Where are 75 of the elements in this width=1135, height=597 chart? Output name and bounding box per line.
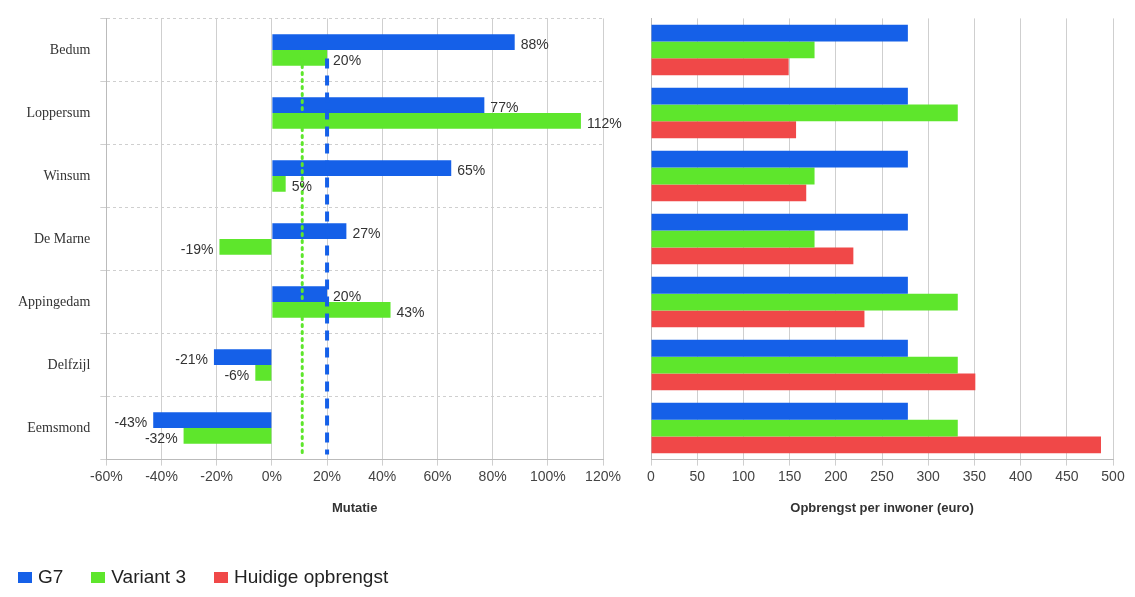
data-label: 43% bbox=[396, 303, 425, 320]
x-tick-label: 350 bbox=[962, 467, 987, 484]
bar bbox=[651, 167, 815, 185]
bar bbox=[651, 247, 854, 265]
x-tick-label: 60% bbox=[423, 467, 452, 484]
data-label: -21% bbox=[175, 351, 208, 368]
bar bbox=[651, 402, 908, 420]
bar bbox=[651, 310, 865, 328]
bar bbox=[651, 293, 958, 311]
bar bbox=[651, 373, 976, 391]
bar bbox=[651, 24, 908, 42]
x-tick-label: 400 bbox=[1008, 467, 1033, 484]
y-tick-label: Loppersum bbox=[26, 104, 91, 120]
data-label: 27% bbox=[352, 224, 381, 241]
bar bbox=[651, 184, 807, 202]
bar bbox=[651, 276, 908, 294]
x-tick-label: -60% bbox=[89, 467, 123, 484]
data-label: -6% bbox=[224, 366, 250, 383]
x-axis-title: Opbrengst per inwoner (euro) bbox=[790, 499, 974, 515]
legend-label: Huidige opbrengst bbox=[233, 566, 389, 588]
x-tick-label: 100 bbox=[731, 467, 756, 484]
x-tick-label: 100% bbox=[529, 467, 566, 484]
y-tick-label: Eemsmond bbox=[27, 419, 91, 435]
data-label: 112% bbox=[586, 114, 622, 131]
bar bbox=[651, 356, 958, 374]
bar bbox=[651, 419, 958, 437]
data-label: 65% bbox=[457, 161, 486, 178]
x-tick-label: 500 bbox=[1101, 467, 1125, 484]
x-tick-label: -20% bbox=[200, 467, 234, 484]
bar bbox=[651, 41, 815, 59]
x-tick-label: 40% bbox=[368, 467, 397, 484]
bar bbox=[153, 412, 272, 429]
legend-label: G7 bbox=[37, 566, 64, 588]
x-tick-label: -40% bbox=[145, 467, 178, 484]
y-tick-label: De Marne bbox=[33, 230, 91, 246]
bar bbox=[651, 213, 908, 231]
y-tick-label: Bedum bbox=[49, 41, 91, 57]
y-tick-label: Winsum bbox=[43, 167, 91, 183]
x-tick-label: 200 bbox=[824, 467, 848, 484]
x-tick-label: 50 bbox=[689, 467, 706, 484]
legend-label: Variant 3 bbox=[110, 566, 186, 588]
x-tick-label: 0 bbox=[647, 467, 656, 484]
data-label: 5% bbox=[291, 177, 312, 194]
bar bbox=[651, 230, 815, 248]
x-tick-label: 20% bbox=[313, 467, 342, 484]
x-tick-label: 150 bbox=[777, 467, 802, 484]
x-tick-label: 80% bbox=[478, 467, 507, 484]
bar bbox=[183, 428, 272, 444]
x-axis-title: Mutatie bbox=[331, 499, 378, 515]
bar bbox=[651, 58, 789, 76]
bar bbox=[219, 239, 272, 255]
bar bbox=[272, 34, 515, 50]
x-tick-label: 450 bbox=[1055, 467, 1079, 484]
data-label: 77% bbox=[490, 98, 519, 115]
bar bbox=[255, 365, 272, 381]
bar bbox=[651, 104, 958, 122]
data-label: -43% bbox=[114, 414, 148, 431]
y-tick-label: Delfzijl bbox=[47, 356, 91, 372]
x-tick-label: 300 bbox=[916, 467, 941, 484]
bar bbox=[272, 175, 286, 192]
x-tick-label: 250 bbox=[870, 467, 894, 484]
bar bbox=[651, 121, 797, 139]
bar bbox=[651, 339, 908, 357]
data-label: -32% bbox=[144, 429, 178, 446]
x-tick-label: 0% bbox=[261, 467, 282, 484]
x-tick-label: 120% bbox=[585, 467, 621, 484]
bar bbox=[651, 150, 908, 168]
bar bbox=[213, 349, 272, 366]
data-label: -19% bbox=[180, 240, 214, 257]
y-tick-label: Appingedam bbox=[17, 293, 91, 309]
data-label: 20% bbox=[333, 288, 362, 305]
bar bbox=[651, 436, 1101, 454]
data-label: 88% bbox=[520, 35, 549, 52]
data-label: 20% bbox=[333, 51, 362, 68]
bar bbox=[651, 87, 908, 105]
